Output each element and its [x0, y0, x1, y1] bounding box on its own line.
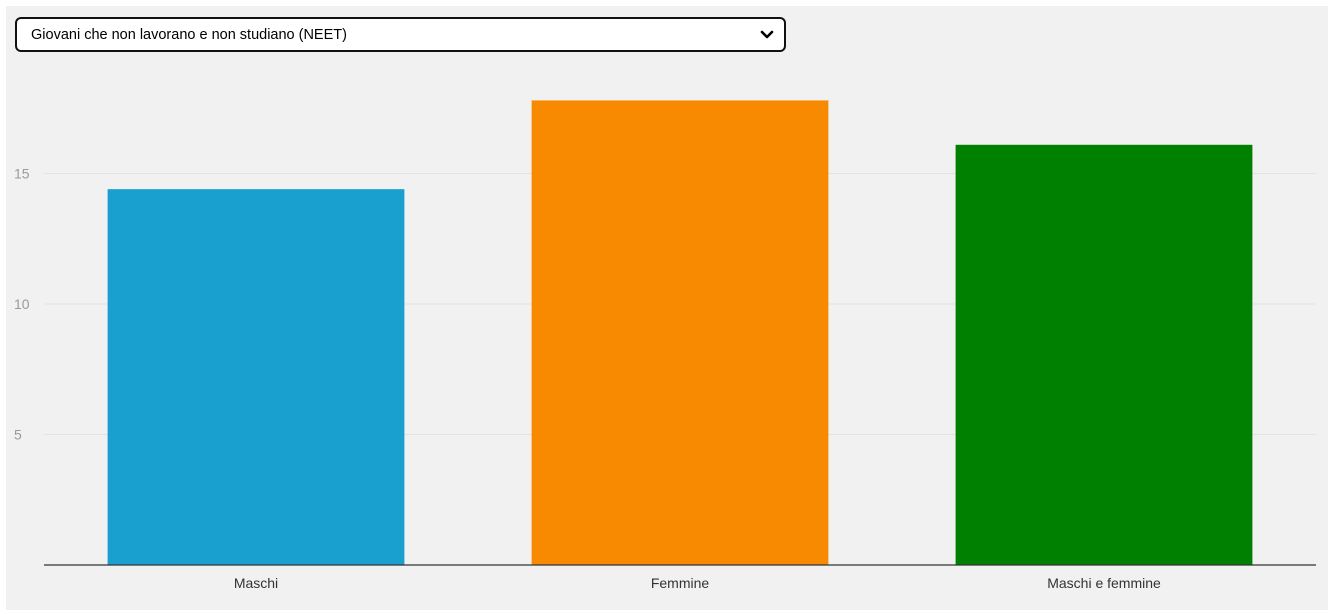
indicator-select-value: Giovani che non lavorano e non studiano … [31, 26, 347, 43]
y-tick-label-5: 5 [14, 427, 22, 443]
indicator-select[interactable]: Giovani che non lavorano e non studiano … [15, 17, 786, 52]
x-label-maschi-e-femmine: Maschi e femmine [1047, 575, 1161, 591]
chevron-down-icon[interactable] [760, 30, 774, 40]
bar-maschi [107, 189, 405, 565]
y-tick-label-15: 15 [14, 166, 30, 182]
y-tick-label-10: 10 [14, 296, 30, 312]
x-label-maschi: Maschi [234, 575, 278, 591]
bar-maschi-e-femmine [955, 144, 1253, 566]
x-label-femmine: Femmine [651, 575, 710, 591]
bar-femmine [531, 100, 829, 566]
